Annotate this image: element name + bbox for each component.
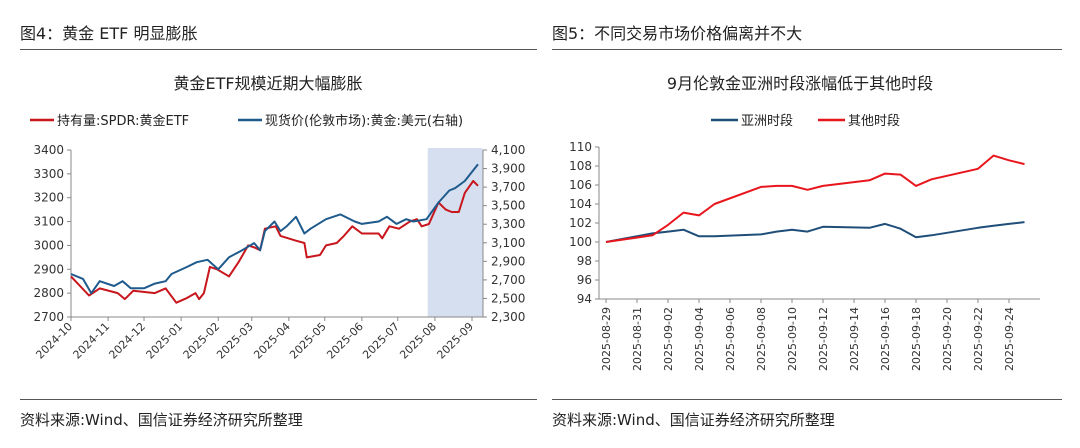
figure-5-bottom-rule (552, 399, 1062, 400)
x-tick-label: 2024-10 (33, 320, 75, 362)
series-line-spdr-etf-holdings (70, 180, 479, 304)
x-tick-label: 2025-08-31 (631, 307, 644, 371)
x-tick-label: 2024-12 (106, 320, 148, 362)
x-tick-label: 2025-03 (214, 320, 256, 362)
figure-4-source: 资料来源:Wind、国信证券经济研究所整理 (20, 411, 303, 429)
y-tick-label: 100 (569, 235, 592, 249)
right-tick-label: 3,900 (491, 162, 525, 176)
legend-label-gold-spot: 现货价(伦敦市场):黄金:美元(右轴) (265, 113, 463, 129)
x-tick-label: 2025-09-02 (662, 307, 675, 371)
legend-label-asia: 亚洲时段 (741, 114, 793, 129)
series-line-london-gold-spot (70, 163, 479, 295)
chart-2-title: 9月伦敦金亚洲时段涨幅低于其他时段 (667, 74, 933, 93)
right-tick-label: 2,300 (491, 310, 525, 324)
left-tick-label: 3000 (33, 238, 64, 252)
right-tick-label: 3,300 (491, 217, 525, 231)
x-tick-label: 2025-09-20 (941, 307, 954, 371)
x-tick-label: 2025-09-10 (786, 307, 799, 371)
chart-1-title: 黄金ETF规模近期大幅膨胀 (173, 74, 362, 93)
y-tick-label: 104 (569, 197, 592, 211)
x-tick-label: 2025-07 (360, 320, 402, 362)
right-tick-label: 2,900 (491, 254, 525, 268)
x-tick-label: 2025-09-22 (972, 307, 985, 371)
left-tick-label: 3100 (33, 215, 64, 229)
x-tick-label: 2025-09-18 (910, 307, 923, 371)
series-line-other-sessions (605, 154, 1025, 243)
x-tick-label: 2025-09-16 (879, 307, 892, 371)
figure-5-label: 图5：不同交易市场价格偏离并不大 (552, 24, 803, 43)
x-tick-label: 2025-09-12 (817, 307, 830, 371)
legend-label-spdr: 持有量:SPDR:黄金ETF (57, 113, 189, 129)
figure-5-top-rule (552, 49, 1062, 50)
x-tick-label: 2025-09-14 (848, 307, 861, 371)
x-tick-label: 2025-09-06 (724, 307, 737, 371)
y-tick-label: 96 (577, 273, 592, 287)
right-tick-label: 3,100 (491, 236, 525, 250)
x-tick-label: 2025-01 (144, 320, 186, 362)
x-tick-label: 2025-04 (251, 320, 293, 362)
y-tick-label: 98 (577, 254, 592, 268)
y-tick-label: 108 (569, 159, 592, 173)
x-tick-label: 2025-06 (324, 320, 366, 362)
x-tick-label: 2025-08-29 (600, 307, 613, 371)
x-tick-label: 2025-08 (397, 320, 439, 362)
left-tick-label: 3300 (33, 167, 64, 181)
x-tick-label: 2024-11 (71, 320, 113, 362)
series-line-asia-session (605, 221, 1025, 243)
left-tick-label: 3400 (33, 143, 64, 157)
figure-4-label: 图4：黄金 ETF 明显膨胀 (20, 24, 198, 43)
left-tick-label: 3200 (33, 191, 64, 205)
left-tick-label: 2900 (33, 262, 64, 276)
y-tick-label: 94 (577, 292, 592, 306)
y-tick-label: 110 (569, 140, 592, 154)
highlight-region (427, 148, 483, 317)
left-tick-label: 2700 (33, 310, 64, 324)
y-tick-label: 102 (569, 216, 592, 230)
y-tick-label: 106 (569, 178, 592, 192)
right-tick-label: 3,700 (491, 180, 525, 194)
right-tick-label: 4,100 (491, 143, 525, 157)
x-tick-label: 2025-09-04 (693, 307, 706, 371)
left-tick-label: 2800 (33, 286, 64, 300)
figure-4-bottom-rule (20, 399, 537, 400)
x-tick-label: 2025-09-08 (755, 307, 768, 371)
right-tick-label: 2,500 (491, 291, 525, 305)
right-tick-label: 3,500 (491, 199, 525, 213)
figure-4-top-rule (20, 49, 537, 50)
legend-label-other: 其他时段 (848, 114, 900, 129)
right-tick-label: 2,700 (491, 273, 525, 287)
x-tick-label: 2025-09 (434, 320, 476, 362)
x-tick-label: 2025-09-24 (1003, 307, 1016, 371)
figure-5-source: 资料来源:Wind、国信证券经济研究所整理 (552, 411, 835, 429)
x-tick-label: 2025-05 (287, 320, 329, 362)
